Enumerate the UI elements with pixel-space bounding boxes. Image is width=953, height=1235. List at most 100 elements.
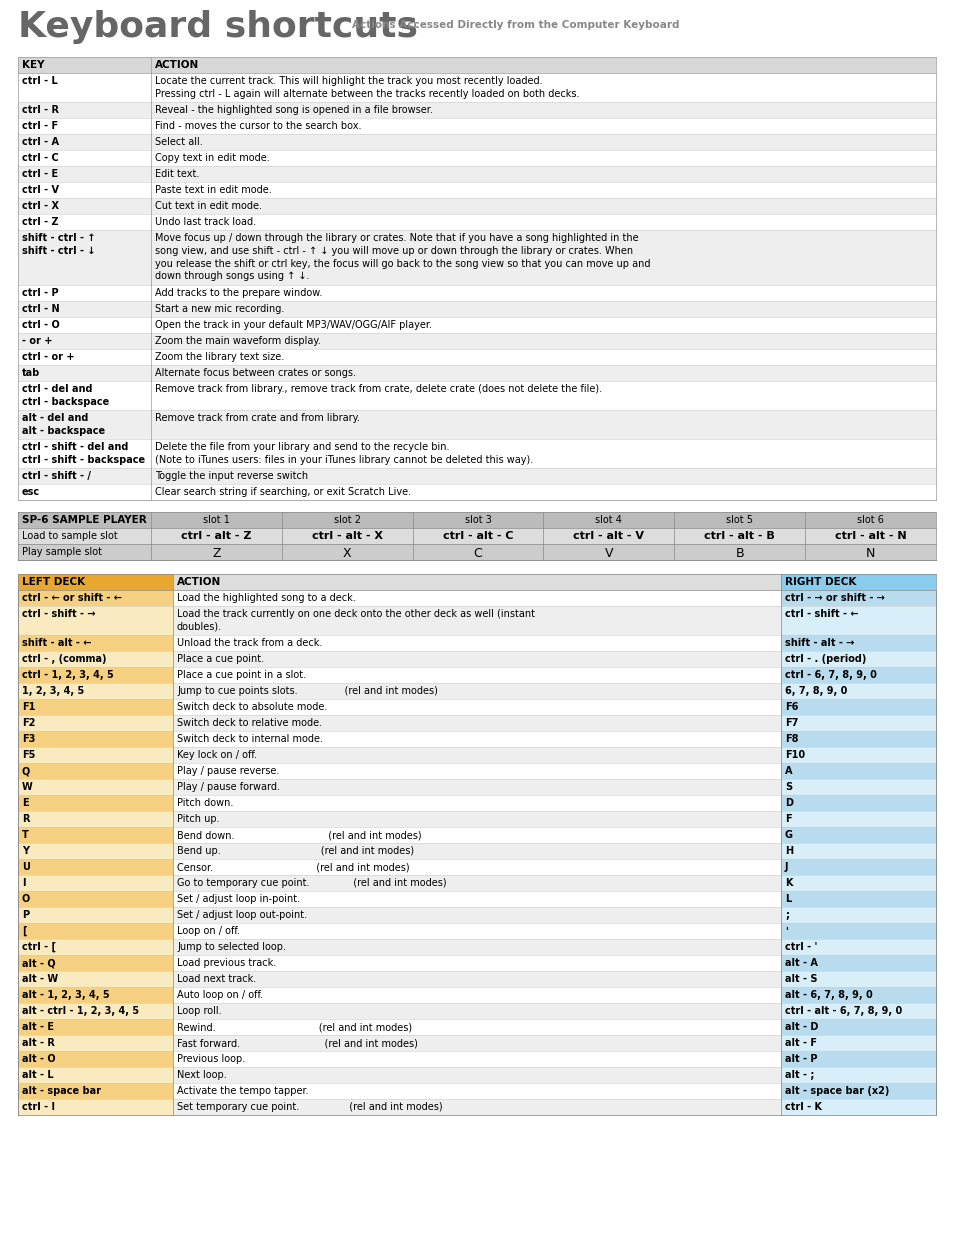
Text: Locate the current track. This will highlight the track you most recently loaded: Locate the current track. This will high… — [154, 77, 578, 99]
Text: ctrl - V: ctrl - V — [22, 185, 59, 195]
Text: Load the track currently on one deck onto the other deck as well (instant
double: Load the track currently on one deck ont… — [177, 609, 535, 632]
Text: F2: F2 — [22, 718, 35, 727]
Text: W: W — [22, 782, 32, 792]
Text: ctrl - shift - ←: ctrl - shift - ← — [784, 609, 858, 619]
Text: Pitch down.: Pitch down. — [177, 798, 233, 808]
Bar — [172, 1035, 781, 1051]
Text: X: X — [342, 547, 352, 559]
Bar — [781, 971, 935, 987]
Text: Y: Y — [22, 846, 29, 856]
Bar — [18, 939, 172, 955]
Bar — [18, 827, 172, 844]
Text: ctrl - O: ctrl - O — [22, 320, 60, 330]
Text: ctrl - L: ctrl - L — [22, 77, 58, 86]
Text: Unload the track from a deck.: Unload the track from a deck. — [177, 638, 322, 648]
Text: SP-6 SAMPLE PLAYER: SP-6 SAMPLE PLAYER — [22, 515, 147, 525]
Bar — [172, 890, 781, 906]
Text: Go to temporary cue point.              (rel and int modes): Go to temporary cue point. (rel and int … — [177, 878, 446, 888]
Bar — [18, 230, 935, 285]
Bar — [18, 198, 935, 214]
Bar — [172, 955, 781, 971]
Bar — [18, 73, 935, 103]
Text: alt - 6, 7, 8, 9, 0: alt - 6, 7, 8, 9, 0 — [784, 990, 872, 1000]
Text: ctrl - I: ctrl - I — [22, 1102, 55, 1112]
Bar — [172, 1051, 781, 1067]
Bar — [781, 1035, 935, 1051]
Bar — [781, 811, 935, 827]
Text: Cut text in edit mode.: Cut text in edit mode. — [154, 201, 262, 211]
Text: Jump to cue points slots.               (rel and int modes): Jump to cue points slots. (rel and int m… — [177, 685, 437, 697]
Text: J: J — [784, 862, 788, 872]
Bar — [781, 1003, 935, 1019]
Text: ctrl - 1, 2, 3, 4, 5: ctrl - 1, 2, 3, 4, 5 — [22, 671, 113, 680]
Bar — [172, 923, 781, 939]
Text: G: G — [784, 830, 792, 840]
Bar — [172, 795, 781, 811]
Text: ctrl - shift - →: ctrl - shift - → — [22, 609, 95, 619]
Bar — [18, 667, 172, 683]
Bar — [781, 779, 935, 795]
Text: B: B — [735, 547, 743, 559]
Text: alt - A: alt - A — [784, 958, 817, 968]
Text: ctrl - ': ctrl - ' — [784, 942, 817, 952]
Bar — [781, 906, 935, 923]
Bar — [18, 484, 935, 500]
Text: ACTION: ACTION — [177, 577, 221, 587]
Text: ctrl - alt - C: ctrl - alt - C — [442, 531, 513, 541]
Bar — [781, 731, 935, 747]
Text: alt - E: alt - E — [22, 1023, 54, 1032]
Bar — [18, 214, 935, 230]
Text: Zoom the library text size.: Zoom the library text size. — [154, 352, 284, 362]
Text: C: C — [474, 547, 482, 559]
Text: U: U — [22, 862, 30, 872]
Text: Undo last track load.: Undo last track load. — [154, 217, 255, 227]
Text: ctrl - → or shift - →: ctrl - → or shift - → — [784, 593, 884, 603]
Bar — [18, 1003, 172, 1019]
Text: ctrl - alt - Z: ctrl - alt - Z — [181, 531, 252, 541]
Text: alt - ctrl - 1, 2, 3, 4, 5: alt - ctrl - 1, 2, 3, 4, 5 — [22, 1007, 139, 1016]
Text: K: K — [784, 878, 792, 888]
Bar — [172, 683, 781, 699]
Text: shift - alt - ←: shift - alt - ← — [22, 638, 91, 648]
Text: Key lock on / off.: Key lock on / off. — [177, 750, 256, 760]
Bar — [781, 1067, 935, 1083]
Bar — [18, 410, 935, 438]
Text: ctrl - N: ctrl - N — [22, 304, 59, 314]
Bar — [18, 285, 935, 301]
Bar — [18, 135, 935, 149]
Bar — [172, 1067, 781, 1083]
Text: alt - del and
alt - backspace: alt - del and alt - backspace — [22, 412, 105, 436]
Bar — [18, 317, 935, 333]
Bar — [18, 635, 172, 651]
Text: P: P — [22, 910, 30, 920]
Text: Loop roll.: Loop roll. — [177, 1007, 221, 1016]
Bar — [18, 971, 172, 987]
Bar — [172, 715, 781, 731]
Bar — [18, 366, 935, 382]
Text: ctrl - Z: ctrl - Z — [22, 217, 58, 227]
Text: ctrl - ← or shift - ←: ctrl - ← or shift - ← — [22, 593, 122, 603]
Text: Switch deck to relative mode.: Switch deck to relative mode. — [177, 718, 322, 727]
Bar — [172, 667, 781, 683]
Bar — [18, 543, 935, 559]
Bar — [18, 651, 172, 667]
Bar — [18, 987, 172, 1003]
Text: ctrl - alt - 6, 7, 8, 9, 0: ctrl - alt - 6, 7, 8, 9, 0 — [784, 1007, 902, 1016]
Text: Place a cue point in a slot.: Place a cue point in a slot. — [177, 671, 306, 680]
Bar — [781, 683, 935, 699]
Bar — [781, 635, 935, 651]
Bar — [172, 574, 781, 590]
Text: E: E — [22, 798, 29, 808]
Text: ctrl - alt - B: ctrl - alt - B — [703, 531, 774, 541]
Text: D: D — [784, 798, 792, 808]
Text: alt - S: alt - S — [784, 974, 817, 984]
Bar — [172, 1099, 781, 1115]
Text: F5: F5 — [22, 750, 35, 760]
Text: tab: tab — [22, 368, 40, 378]
Text: alt - D: alt - D — [784, 1023, 818, 1032]
Bar — [781, 1083, 935, 1099]
Bar — [18, 574, 172, 590]
Text: Rewind.                                 (rel and int modes): Rewind. (rel and int modes) — [177, 1023, 412, 1032]
Text: Place a cue point.: Place a cue point. — [177, 655, 264, 664]
Text: ctrl - or +: ctrl - or + — [22, 352, 74, 362]
